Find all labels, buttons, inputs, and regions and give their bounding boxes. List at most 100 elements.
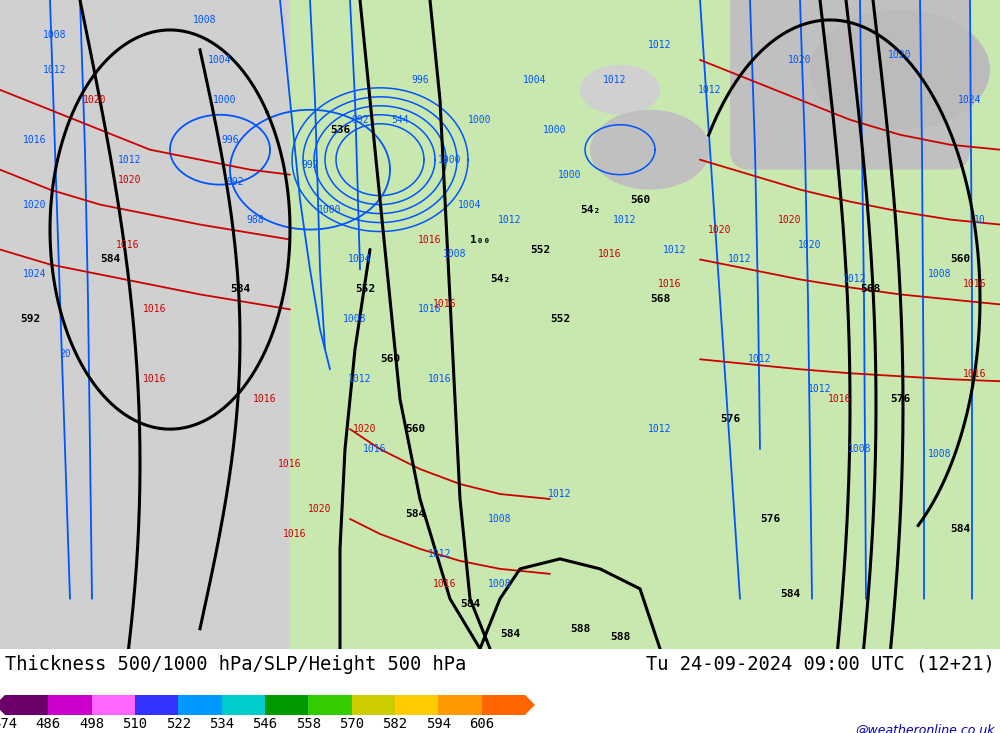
- Text: 1020: 1020: [308, 504, 332, 514]
- Bar: [395, 695, 438, 715]
- Text: 1004: 1004: [208, 55, 232, 65]
- Text: 1012: 1012: [613, 215, 637, 224]
- Text: 1012: 1012: [43, 65, 67, 75]
- Text: 1008: 1008: [848, 444, 872, 454]
- Bar: [222, 695, 265, 715]
- Text: 584: 584: [950, 524, 970, 534]
- Text: 588: 588: [570, 624, 590, 634]
- Text: 594: 594: [426, 717, 451, 731]
- Text: 522: 522: [166, 717, 191, 731]
- Text: 1016: 1016: [23, 135, 47, 144]
- Text: 1008: 1008: [343, 314, 367, 325]
- Text: 584: 584: [405, 509, 425, 519]
- Text: 544: 544: [391, 115, 409, 125]
- Text: 536: 536: [330, 125, 350, 135]
- Text: 1000: 1000: [558, 169, 582, 180]
- Text: 1016: 1016: [278, 459, 302, 469]
- Text: 584: 584: [500, 629, 520, 638]
- Text: 1020: 1020: [83, 95, 107, 105]
- Text: 560: 560: [950, 254, 970, 265]
- Text: 1₀₀: 1₀₀: [470, 235, 490, 245]
- Text: 552: 552: [530, 245, 550, 254]
- Text: 996: 996: [221, 135, 239, 144]
- Text: 474: 474: [0, 717, 18, 731]
- Bar: [92, 695, 135, 715]
- Text: 1024: 1024: [23, 270, 47, 279]
- Text: 1008: 1008: [443, 249, 467, 259]
- Text: 1020: 1020: [23, 199, 47, 210]
- Text: 1008: 1008: [193, 15, 217, 25]
- Text: 1012: 1012: [118, 155, 142, 165]
- Text: 992: 992: [226, 177, 244, 187]
- Text: 534: 534: [209, 717, 234, 731]
- Text: 996: 996: [411, 75, 429, 85]
- Text: 1020: 1020: [118, 174, 142, 185]
- Text: 1000: 1000: [438, 155, 462, 165]
- Text: 1016: 1016: [283, 529, 307, 539]
- Text: 584: 584: [230, 284, 250, 295]
- Text: 546: 546: [252, 717, 278, 731]
- Ellipse shape: [810, 10, 990, 130]
- Text: 1020: 1020: [708, 224, 732, 235]
- Text: 568: 568: [650, 295, 670, 304]
- Bar: [48, 695, 92, 715]
- Bar: [5, 695, 48, 715]
- Text: 584: 584: [460, 599, 480, 609]
- Text: 1012: 1012: [648, 424, 672, 434]
- Bar: [482, 695, 525, 715]
- Text: 1004: 1004: [348, 254, 372, 265]
- Bar: [265, 695, 308, 715]
- Text: 1012: 1012: [348, 375, 372, 384]
- Bar: [178, 695, 222, 715]
- Text: 54₂: 54₂: [580, 205, 600, 215]
- Bar: [352, 695, 395, 715]
- Text: 1008: 1008: [43, 30, 67, 40]
- Bar: [0, 0, 290, 649]
- Text: 1012: 1012: [648, 40, 672, 50]
- Text: 1012: 1012: [603, 75, 627, 85]
- Text: 1012: 1012: [548, 489, 572, 499]
- Text: 1000: 1000: [468, 115, 492, 125]
- Text: 560: 560: [630, 194, 650, 205]
- Text: 592: 592: [20, 314, 40, 325]
- Text: 1020: 1020: [353, 424, 377, 434]
- Text: 1016: 1016: [143, 375, 167, 384]
- Text: 1016: 1016: [828, 394, 852, 404]
- Text: 1024: 1024: [958, 95, 982, 105]
- Text: 588: 588: [610, 632, 630, 641]
- Text: Tu 24-09-2024 09:00 UTC (12+21): Tu 24-09-2024 09:00 UTC (12+21): [646, 655, 995, 674]
- Text: 1020: 1020: [778, 215, 802, 224]
- Text: 1016: 1016: [963, 279, 987, 290]
- Ellipse shape: [580, 65, 660, 115]
- Text: 1016: 1016: [116, 240, 140, 249]
- Text: 576: 576: [720, 414, 740, 424]
- Ellipse shape: [590, 110, 710, 190]
- Polygon shape: [525, 695, 535, 715]
- Text: 486: 486: [36, 717, 61, 731]
- Text: 1016: 1016: [428, 375, 452, 384]
- Text: 1016: 1016: [363, 444, 387, 454]
- Text: 1016: 1016: [658, 279, 682, 290]
- Text: 1008: 1008: [488, 514, 512, 524]
- Text: 606: 606: [469, 717, 494, 731]
- Text: 1000: 1000: [318, 205, 342, 215]
- Text: 552: 552: [355, 284, 375, 295]
- Text: 1016: 1016: [418, 304, 442, 314]
- Text: 1008: 1008: [488, 579, 512, 589]
- Bar: [438, 695, 482, 715]
- Text: 988: 988: [246, 215, 264, 224]
- Text: 1012: 1012: [748, 354, 772, 364]
- Text: 1004: 1004: [458, 199, 482, 210]
- Text: 992: 992: [301, 160, 319, 169]
- Text: 1016: 1016: [433, 579, 457, 589]
- Text: 1012: 1012: [698, 85, 722, 95]
- Text: 1016: 1016: [143, 304, 167, 314]
- Text: 568: 568: [860, 284, 880, 295]
- Text: 20: 20: [59, 350, 71, 359]
- Text: 558: 558: [296, 717, 321, 731]
- Text: 1008: 1008: [928, 449, 952, 459]
- Text: 576: 576: [890, 394, 910, 404]
- Text: 1016: 1016: [598, 249, 622, 259]
- Text: 10: 10: [974, 215, 986, 224]
- Text: 1016: 1016: [433, 299, 457, 309]
